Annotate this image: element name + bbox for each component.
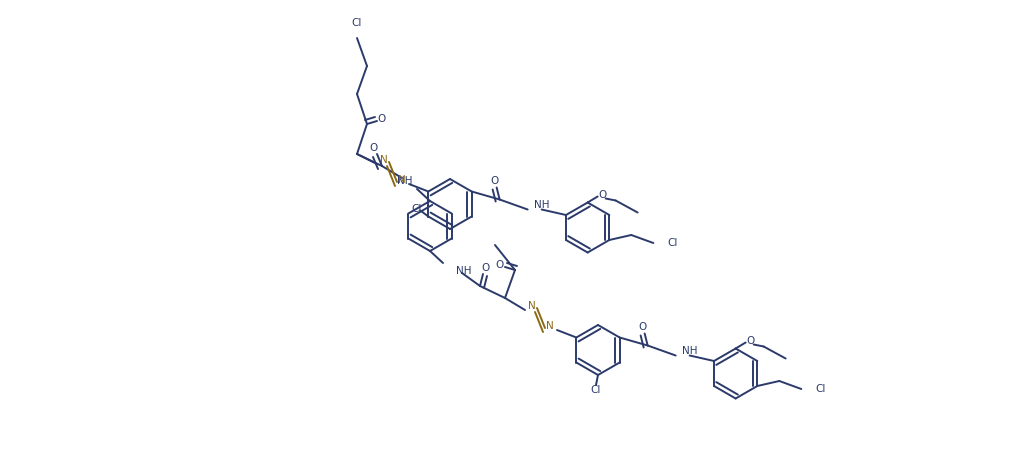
Text: O: O [639,323,647,333]
Text: Cl: Cl [412,204,422,214]
Text: N: N [380,155,388,165]
Text: O: O [496,260,504,270]
Text: NH: NH [681,346,698,356]
Text: Cl: Cl [591,385,601,395]
Text: O: O [491,177,499,187]
Text: Cl: Cl [667,238,678,248]
Text: NH: NH [396,176,412,186]
Text: O: O [599,189,607,199]
Text: Cl: Cl [352,18,362,28]
Text: O: O [378,114,386,124]
Text: N: N [546,321,554,331]
Text: Cl: Cl [815,384,825,394]
Text: O: O [481,263,489,273]
Text: O: O [746,336,755,346]
Text: N: N [398,175,405,185]
Text: O: O [369,143,378,153]
Text: NH: NH [456,266,471,276]
Text: NH: NH [534,199,549,209]
Text: N: N [528,301,536,311]
